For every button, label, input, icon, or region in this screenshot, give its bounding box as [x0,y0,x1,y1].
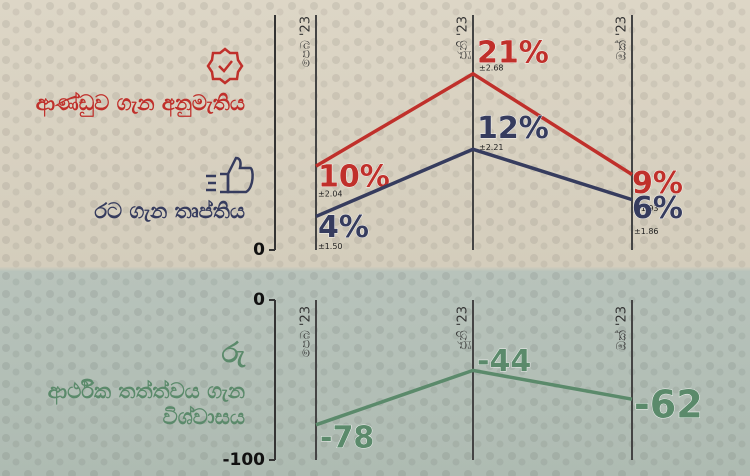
data-label: -62 [634,383,703,427]
data-label: -44 [477,344,531,379]
y-tick-label: 0 [253,240,265,260]
x-tick-label: ඔක් '23 [613,16,629,60]
x-tick-label: ජූනි '23 [456,16,471,60]
legend-entry: ආර්ථික තත්ත්වය ගැන විශ්වාසය [47,379,245,429]
legend-entry: රට ගැන තෘප්තිය [94,199,245,223]
currency-icon: රු [221,336,245,369]
data-label: 9% [632,166,683,201]
error-label: ±2.21 [479,143,504,152]
y-tick-label: 0 [253,290,265,310]
data-label: 4% [318,210,369,245]
x-tick-label: ඔක් '23 [613,306,629,350]
data-label: 12% [477,111,549,146]
data-label: 10% [318,160,390,195]
series-line [315,71,633,176]
error-label: ±1.93 [634,204,659,213]
legend-entry: ආණ්ඩුව ගැන අනුමැතිය [35,91,245,115]
data-label: 21% [477,35,549,70]
x-tick-label: පෙබ '23 [299,16,314,67]
data-label: -78 [320,420,374,455]
data-label: 6% [632,191,683,226]
error-label: ±2.68 [479,63,504,72]
error-label: ±1.86 [634,227,659,236]
x-tick-label: ජූනි '23 [456,306,471,350]
x-tick-label: පෙබ '23 [299,306,314,357]
error-label: ±2.04 [318,190,343,199]
series-line [315,368,633,427]
series-line [315,147,633,219]
error-label: ±1.50 [318,242,343,251]
y-tick-label: -100 [222,450,265,470]
